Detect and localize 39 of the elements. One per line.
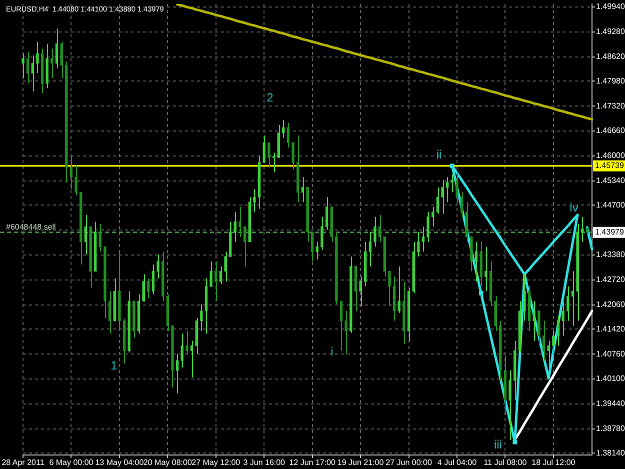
y-tick-label: 1.48620 — [596, 52, 625, 62]
annotation: ii — [436, 147, 442, 162]
x-tick-label: 28 Apr 2011 — [2, 458, 45, 468]
x-tick-label: 4 Jul 04:00 — [437, 458, 478, 468]
y-tick-label: 1.49940 — [596, 2, 625, 12]
annotation: 2 — [266, 90, 274, 104]
x-tick-label: 12 Jun 17:00 — [289, 458, 336, 468]
annotation: iii — [494, 437, 502, 452]
x-tick-label: 19 Jun 21:00 — [337, 458, 384, 468]
y-tick-label: 1.39440 — [596, 399, 625, 408]
y-tick-label: 1.42720 — [596, 275, 625, 284]
y-tick-label: 1.38780 — [596, 424, 625, 434]
y-tick-label: 1.41420 — [596, 324, 625, 334]
x-tick-label: 3 Jun 16:00 — [243, 458, 286, 468]
y-tick-label: 1.40100 — [596, 374, 625, 384]
x-tick-label: 27 Jun 00:00 — [386, 458, 432, 468]
x-tick-label: 11 Jul 08:00 — [484, 458, 528, 468]
y-tick-label: 1.45340 — [596, 176, 625, 186]
annotation: 1.43979 — [595, 228, 624, 237]
y-tick-label: 1.47980 — [596, 76, 625, 86]
annotation: i — [330, 344, 334, 358]
x-tick-label: 27 May 12:00 — [192, 458, 241, 468]
annotation: iv — [570, 200, 578, 214]
y-tick-label: 1.42060 — [596, 300, 625, 310]
x-tick-label: 13 May 04:00 — [95, 458, 144, 468]
y-tick-label: 1.46000 — [596, 151, 625, 160]
y-tick-label: 1.44700 — [596, 200, 625, 210]
ref-line-label: 1.45739 — [595, 161, 624, 170]
y-tick-label: 1.38140 — [596, 448, 625, 458]
ref-line-label: #6048448 sell — [6, 222, 56, 232]
x-tick-label: 6 May 00:00 — [49, 458, 94, 468]
x-tick-label: 18 Jul 12:00 — [532, 458, 576, 468]
y-tick-label: 1.49280 — [596, 27, 625, 36]
y-tick-label: 1.46660 — [596, 126, 625, 136]
y-tick-label: 1.47320 — [596, 101, 625, 110]
x-tick-label: 20 May 08:00 — [143, 458, 192, 468]
y-tick-label: 1.43380 — [596, 250, 625, 260]
annotation: 1 — [110, 358, 118, 372]
y-tick-label: 1.40760 — [596, 349, 625, 358]
